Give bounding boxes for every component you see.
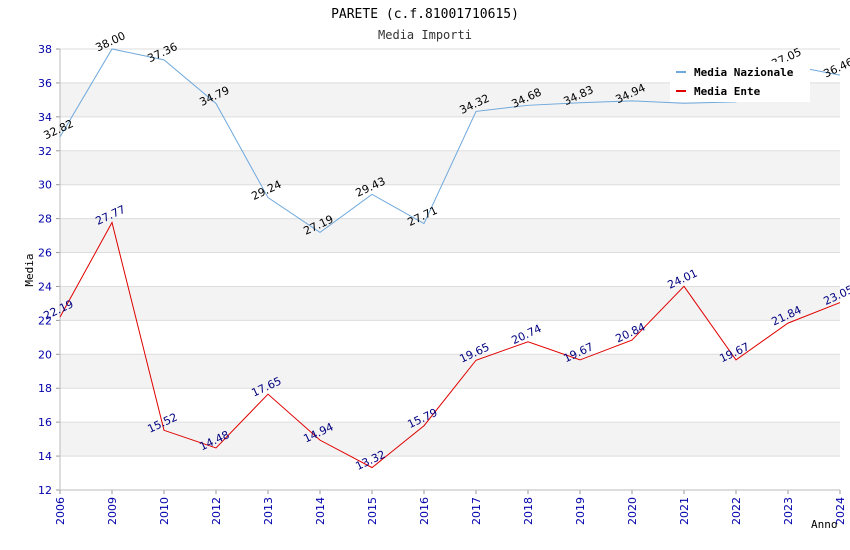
legend: Media Nazionale Media Ente [676,66,794,98]
axes [56,48,841,494]
x-tick-label: 2010 [158,497,171,525]
x-tick-label: 2021 [678,497,691,525]
x-tick-label: 2012 [210,497,223,525]
x-tick-label: 2015 [366,497,379,525]
series-line-media-nazionale [59,48,841,233]
legend-entry: Media Ente [694,85,761,98]
y-tick-label: 20 [38,348,52,361]
x-tick-label: 2022 [730,497,743,525]
series-lines [59,48,841,469]
y-tick-label: 28 [38,213,52,226]
x-tick-label: 2023 [782,497,795,525]
y-tick-label: 24 [38,280,52,293]
y-tick-label: 26 [38,247,52,260]
x-tick-label: 2024 [834,497,847,525]
x-tick-label: 2016 [418,497,431,525]
data-label: 36.46 [821,55,850,80]
grid-band [60,218,840,253]
y-axis-label: Media [23,253,36,286]
y-tick-label: 30 [38,179,52,192]
legend-entry: Media Nazionale [694,66,794,79]
x-tick-label: 2006 [54,497,67,525]
y-tick-labels: 12 14 16 18 20 22 24 26 28 30 32 34 36 38 [38,43,52,497]
y-tick-label: 32 [38,145,52,158]
grid-bands [60,82,840,457]
chart-subtitle: Media Importi [378,28,472,42]
y-tick-label: 34 [38,111,52,124]
y-tick-label: 22 [38,314,52,327]
y-tick-label: 12 [38,484,52,497]
x-tick-label: 2017 [470,497,483,525]
legend-box [670,62,810,102]
data-label: 20.84 [613,320,647,345]
x-tick-label: 2014 [314,497,327,525]
y-tick-label: 36 [38,77,52,90]
chart-title: PARETE (c.f.81001710615) [331,7,519,22]
data-label: 20.74 [509,322,543,347]
y-tick-label: 38 [38,43,52,56]
x-tick-label: 2020 [626,497,639,525]
series-line-media-ente [59,221,841,469]
y-tick-label: 14 [38,450,52,463]
x-tick-label: 2013 [262,497,275,525]
x-tick-label: 2018 [522,497,535,525]
x-tick-label: 2019 [574,497,587,525]
data-label: 37.36 [145,40,179,65]
grid-band [60,354,840,389]
grid-band [60,422,840,457]
x-tick-labels: 2006 2009 2010 2012 2013 2014 2015 2016 2017 2018… [54,497,847,525]
y-tick-label: 18 [38,382,52,395]
x-tick-label: 2009 [106,497,119,525]
grid-band [60,286,840,321]
x-axis-label: Anno [811,518,838,531]
y-tick-label: 16 [38,416,52,429]
